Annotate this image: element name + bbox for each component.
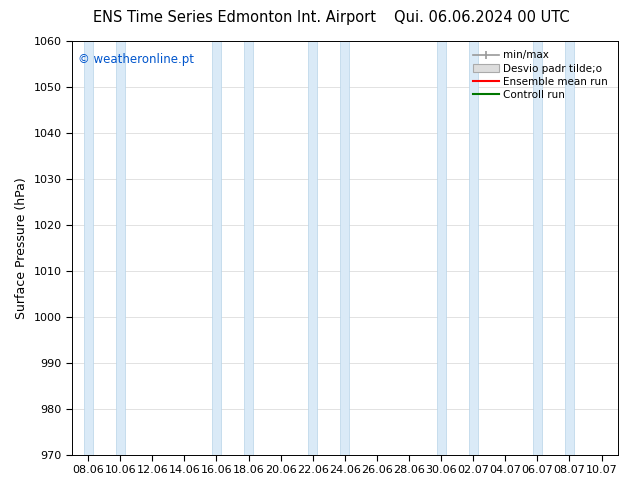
- Text: Qui. 06.06.2024 00 UTC: Qui. 06.06.2024 00 UTC: [394, 10, 570, 25]
- Bar: [244, 41, 253, 455]
- Bar: [340, 41, 349, 455]
- Bar: [469, 41, 477, 455]
- Text: ENS Time Series Edmonton Int. Airport: ENS Time Series Edmonton Int. Airport: [93, 10, 376, 25]
- Bar: [308, 41, 317, 455]
- Bar: [212, 41, 221, 455]
- Bar: [437, 41, 446, 455]
- Bar: [565, 41, 574, 455]
- Bar: [84, 41, 93, 455]
- Bar: [533, 41, 542, 455]
- Legend: min/max, Desvio padr tilde;o, Ensemble mean run, Controll run: min/max, Desvio padr tilde;o, Ensemble m…: [469, 46, 612, 104]
- Text: © weatheronline.pt: © weatheronline.pt: [77, 53, 193, 67]
- Bar: [116, 41, 125, 455]
- Y-axis label: Surface Pressure (hPa): Surface Pressure (hPa): [15, 177, 28, 318]
